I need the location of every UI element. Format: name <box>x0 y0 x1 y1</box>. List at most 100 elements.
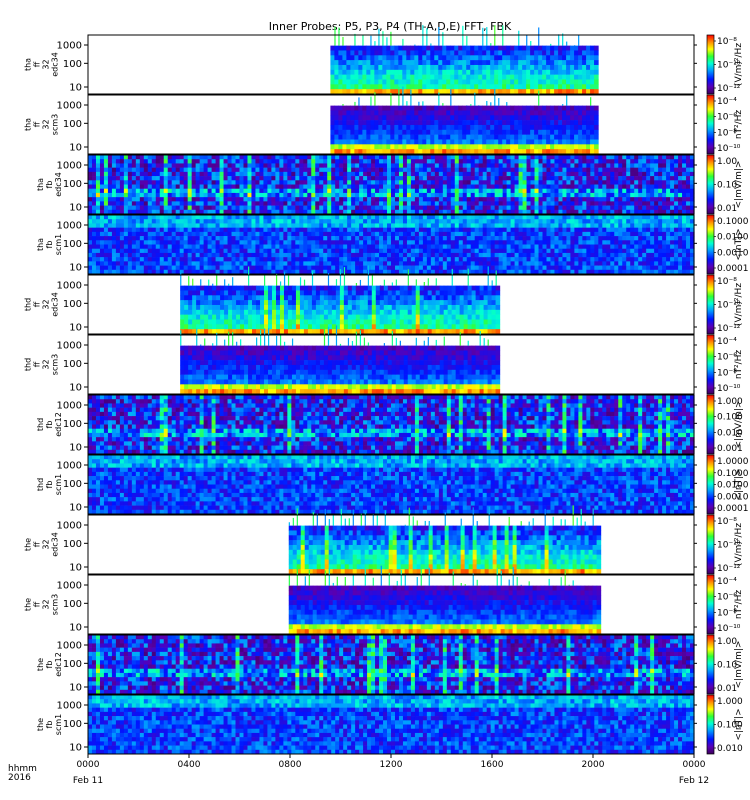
spectrogram-cells <box>88 455 695 515</box>
x-tick-label: 0400 <box>178 760 201 770</box>
colorbar-tick-label: 0.0010 <box>717 492 749 502</box>
colorbar-unit-label: <|nT|> <box>734 708 744 740</box>
y-tick-label: 10 <box>69 263 82 274</box>
spectrogram-cells <box>330 25 599 95</box>
y-tick-label: 100 <box>63 299 82 310</box>
y-tick-label: 1000 <box>57 401 82 412</box>
y-tick-label: 1000 <box>57 461 82 472</box>
y-tick-label: 100 <box>63 599 82 610</box>
colorbar-tick-label: 0.001 <box>717 444 743 454</box>
y-tick-label: 1000 <box>57 161 82 172</box>
colorbar-tick-label: 10⁻⁸ <box>717 517 737 527</box>
y-tick-label: 10 <box>69 383 82 394</box>
panel-label: thafbedc34 <box>36 172 63 197</box>
panel-label: thefbscm1 <box>36 714 63 735</box>
colorbar-tick-label: 0.010 <box>717 744 743 754</box>
panels: 100010010thaff32edc3410⁻⁸10⁻¹⁰10⁻¹²(V/m)… <box>24 25 749 755</box>
panel-label: thaff32edc34 <box>24 52 60 77</box>
y-tick-label: 1000 <box>57 701 82 712</box>
colorbar-tick-label: 10⁻¹⁰ <box>717 301 741 311</box>
panel-the_ff_32_edc34: 1000 100 10 theff32edc34 10⁻⁸ 10⁻¹⁰ 10⁻¹²(V/m)… <box>24 505 744 575</box>
colorbar-unit-label: <|mV/m|> <box>734 161 744 209</box>
panel-label: thaff32scm3 <box>24 114 60 135</box>
panel-thd_ff_32_edc34: 1000 100 10 thdff32edc34 10⁻⁸ 10⁻¹⁰ 10⁻¹²(V/m)… <box>24 265 744 335</box>
x-tick-label: 0000 <box>683 760 706 770</box>
panel-frame <box>87 574 695 635</box>
colorbar <box>706 34 715 95</box>
panel-label: thdff32edc34 <box>24 292 60 317</box>
colorbar-tick-label: 0.0100 <box>717 233 749 243</box>
panel-frame <box>87 454 695 515</box>
colorbar-tick-label: 0.01 <box>717 204 737 214</box>
spectrogram-cells <box>288 565 602 635</box>
colorbar-tick-label: 10⁻¹² <box>717 324 741 334</box>
colorbar-tick-label: 10⁻⁴ <box>717 97 737 107</box>
colorbar-tick-label: 0.1000 <box>717 469 749 479</box>
x-date-start: Feb 11 <box>73 776 103 786</box>
x-tick-label: 2000 <box>582 760 605 770</box>
colorbar-tick-label: 0.010 <box>717 428 743 438</box>
y-tick-label: 100 <box>63 119 82 130</box>
panel-frame <box>87 214 695 275</box>
panel-tha_ff_32_edc34: 1000 100 10 thaff32edc34 10⁻⁸ 10⁻¹⁰ 10⁻¹²(V/m)… <box>24 25 744 95</box>
colorbar-tick-label: 1.000 <box>717 397 743 407</box>
panel-label: thefbedc12 <box>36 652 63 677</box>
y-tick-label: 1000 <box>57 521 82 532</box>
colorbar-tick-label: 10⁻⁸ <box>717 277 737 287</box>
panel-frame <box>87 94 695 155</box>
spectrogram-cells <box>330 86 599 155</box>
y-tick-label: 100 <box>63 659 82 670</box>
y-tick-label: 10 <box>69 563 82 574</box>
spectrogram-cells <box>88 215 695 275</box>
x-tick-label: 0800 <box>279 760 302 770</box>
colorbar <box>706 514 715 575</box>
colorbar-tick-label: 10⁻⁸ <box>717 128 737 138</box>
colorbar-tick-label: 10⁻¹² <box>717 564 741 574</box>
panel-label: thafbscm1 <box>36 234 63 255</box>
colorbar-tick-label: 0.0010 <box>717 248 749 258</box>
colorbar <box>706 214 715 275</box>
x-tick-label: 1200 <box>380 760 403 770</box>
spectrogram-cells <box>88 155 695 215</box>
y-tick-label: 1000 <box>57 581 82 592</box>
panel-frame <box>87 274 695 335</box>
x-corner-label-year: 2016 <box>8 773 31 783</box>
colorbar <box>706 454 715 515</box>
colorbar-unit-label: nT²/Hz <box>734 590 744 620</box>
colorbar-unit-label: (V/m)²/Hz <box>734 283 744 326</box>
colorbar <box>706 394 715 455</box>
y-tick-label: 1000 <box>57 101 82 112</box>
panel-label: thdfbscm1 <box>36 474 63 495</box>
colorbar-tick-label: 10⁻⁸ <box>717 608 737 618</box>
y-tick-label: 1000 <box>57 281 82 292</box>
y-tick-label: 10 <box>69 143 82 154</box>
y-tick-label: 100 <box>63 719 82 730</box>
colorbar-tick-label: 10⁻¹² <box>717 84 741 94</box>
y-tick-label: 100 <box>63 179 82 190</box>
y-tick-label: 10 <box>69 503 82 514</box>
y-tick-label: 10 <box>69 83 82 94</box>
colorbar-unit-label: (V/m)²/Hz <box>734 43 744 86</box>
colorbar-unit-label: <|nT|> <box>734 468 744 500</box>
colorbar-tick-label: 10⁻¹⁰ <box>717 144 741 154</box>
colorbar <box>706 574 715 635</box>
colorbar <box>706 334 715 395</box>
colorbar-tick-label: 0.0100 <box>717 481 749 491</box>
colorbar-unit-label: nT²/Hz <box>734 110 744 140</box>
panel-label: thdfbedc12 <box>36 412 63 437</box>
colorbar <box>706 634 715 695</box>
panel-thd_fb_scm1: 100010010thdfbscm11.00000.10000.01000.00… <box>36 454 749 515</box>
colorbar-tick-label: 10⁻⁸ <box>717 368 737 378</box>
panel-tha_fb_scm1: 1000 100 10 thafbscm1 0.1000 0.0100 0.0010 0.00… <box>36 214 749 275</box>
colorbar-tick-label: 10⁻¹⁰ <box>717 384 741 394</box>
panel-frame <box>87 394 695 455</box>
spectrogram-cells <box>88 395 695 455</box>
panel-thd_fb_edc12: 1000 100 10 thdfbedc12 1.000 0.100 0.010 0.001<… <box>36 394 744 455</box>
colorbar-unit-label: <|nT|> <box>734 228 744 260</box>
colorbar-tick-label: 1.00 <box>717 157 737 167</box>
panel-label: thdff32scm3 <box>24 354 60 375</box>
panel-the_ff_32_scm3: 1000 100 10 theff32scm3 10⁻⁴ 10⁻⁶ 10⁻⁸ 10⁻¹⁰ nT²… <box>24 565 744 635</box>
colorbar-tick-label: 0.100 <box>717 721 743 731</box>
colorbar-tick-label: 1.000 <box>717 697 743 707</box>
